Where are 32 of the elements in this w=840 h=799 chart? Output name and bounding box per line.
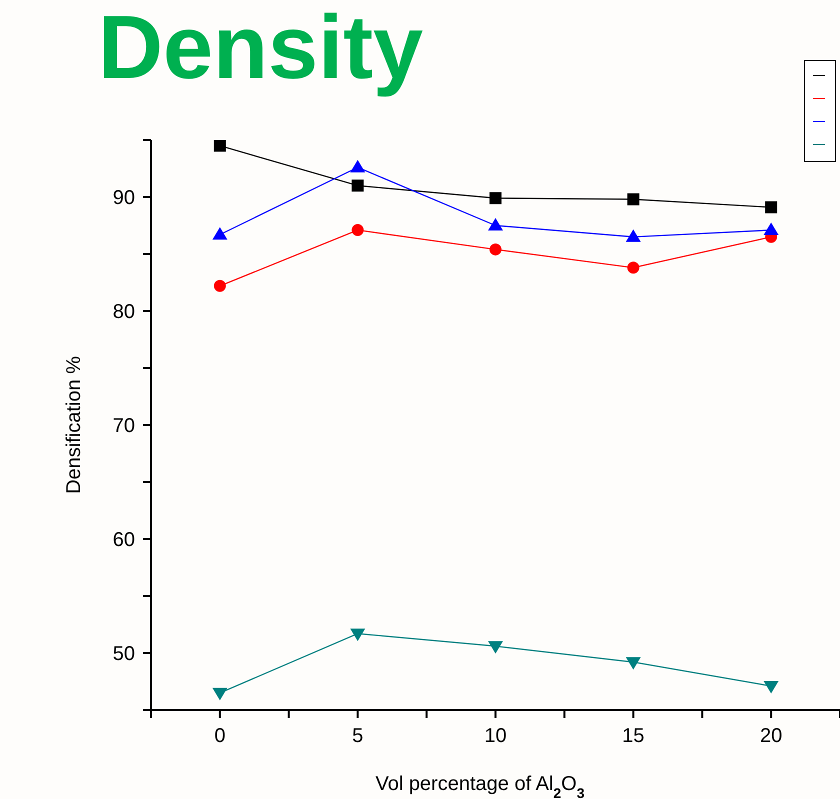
point [627, 262, 640, 274]
point [212, 688, 228, 700]
point [627, 193, 640, 206]
y-tick-label: 70 [112, 415, 135, 438]
point [214, 140, 226, 152]
point [350, 160, 366, 172]
x-tick-label: 5 [352, 725, 364, 748]
point [488, 218, 503, 230]
point [488, 641, 503, 654]
y-axis-title: Densification % [63, 356, 85, 494]
x-tick-label: 20 [760, 725, 782, 748]
point [626, 229, 641, 242]
y-tick-label: 80 [112, 301, 135, 324]
point [765, 201, 778, 214]
y-tick-label: 50 [112, 643, 135, 666]
point [764, 222, 779, 236]
point [352, 180, 364, 192]
point [350, 628, 366, 642]
y-tick-label: 60 [112, 529, 135, 552]
point [214, 280, 226, 292]
chart-title: Density [98, 0, 424, 98]
point [626, 657, 641, 670]
x-axis-title: Vol percentage of Al$_{2}$O$_{3}$ [375, 773, 585, 799]
x-tick-label: 0 [214, 725, 226, 748]
point [212, 227, 228, 240]
x-tick-label: 10 [484, 725, 507, 748]
x-tick-label: 15 [622, 725, 644, 748]
point [490, 192, 502, 204]
point [352, 224, 364, 236]
point [490, 243, 502, 256]
point [764, 681, 779, 694]
y-tick-label: 90 [112, 187, 135, 210]
